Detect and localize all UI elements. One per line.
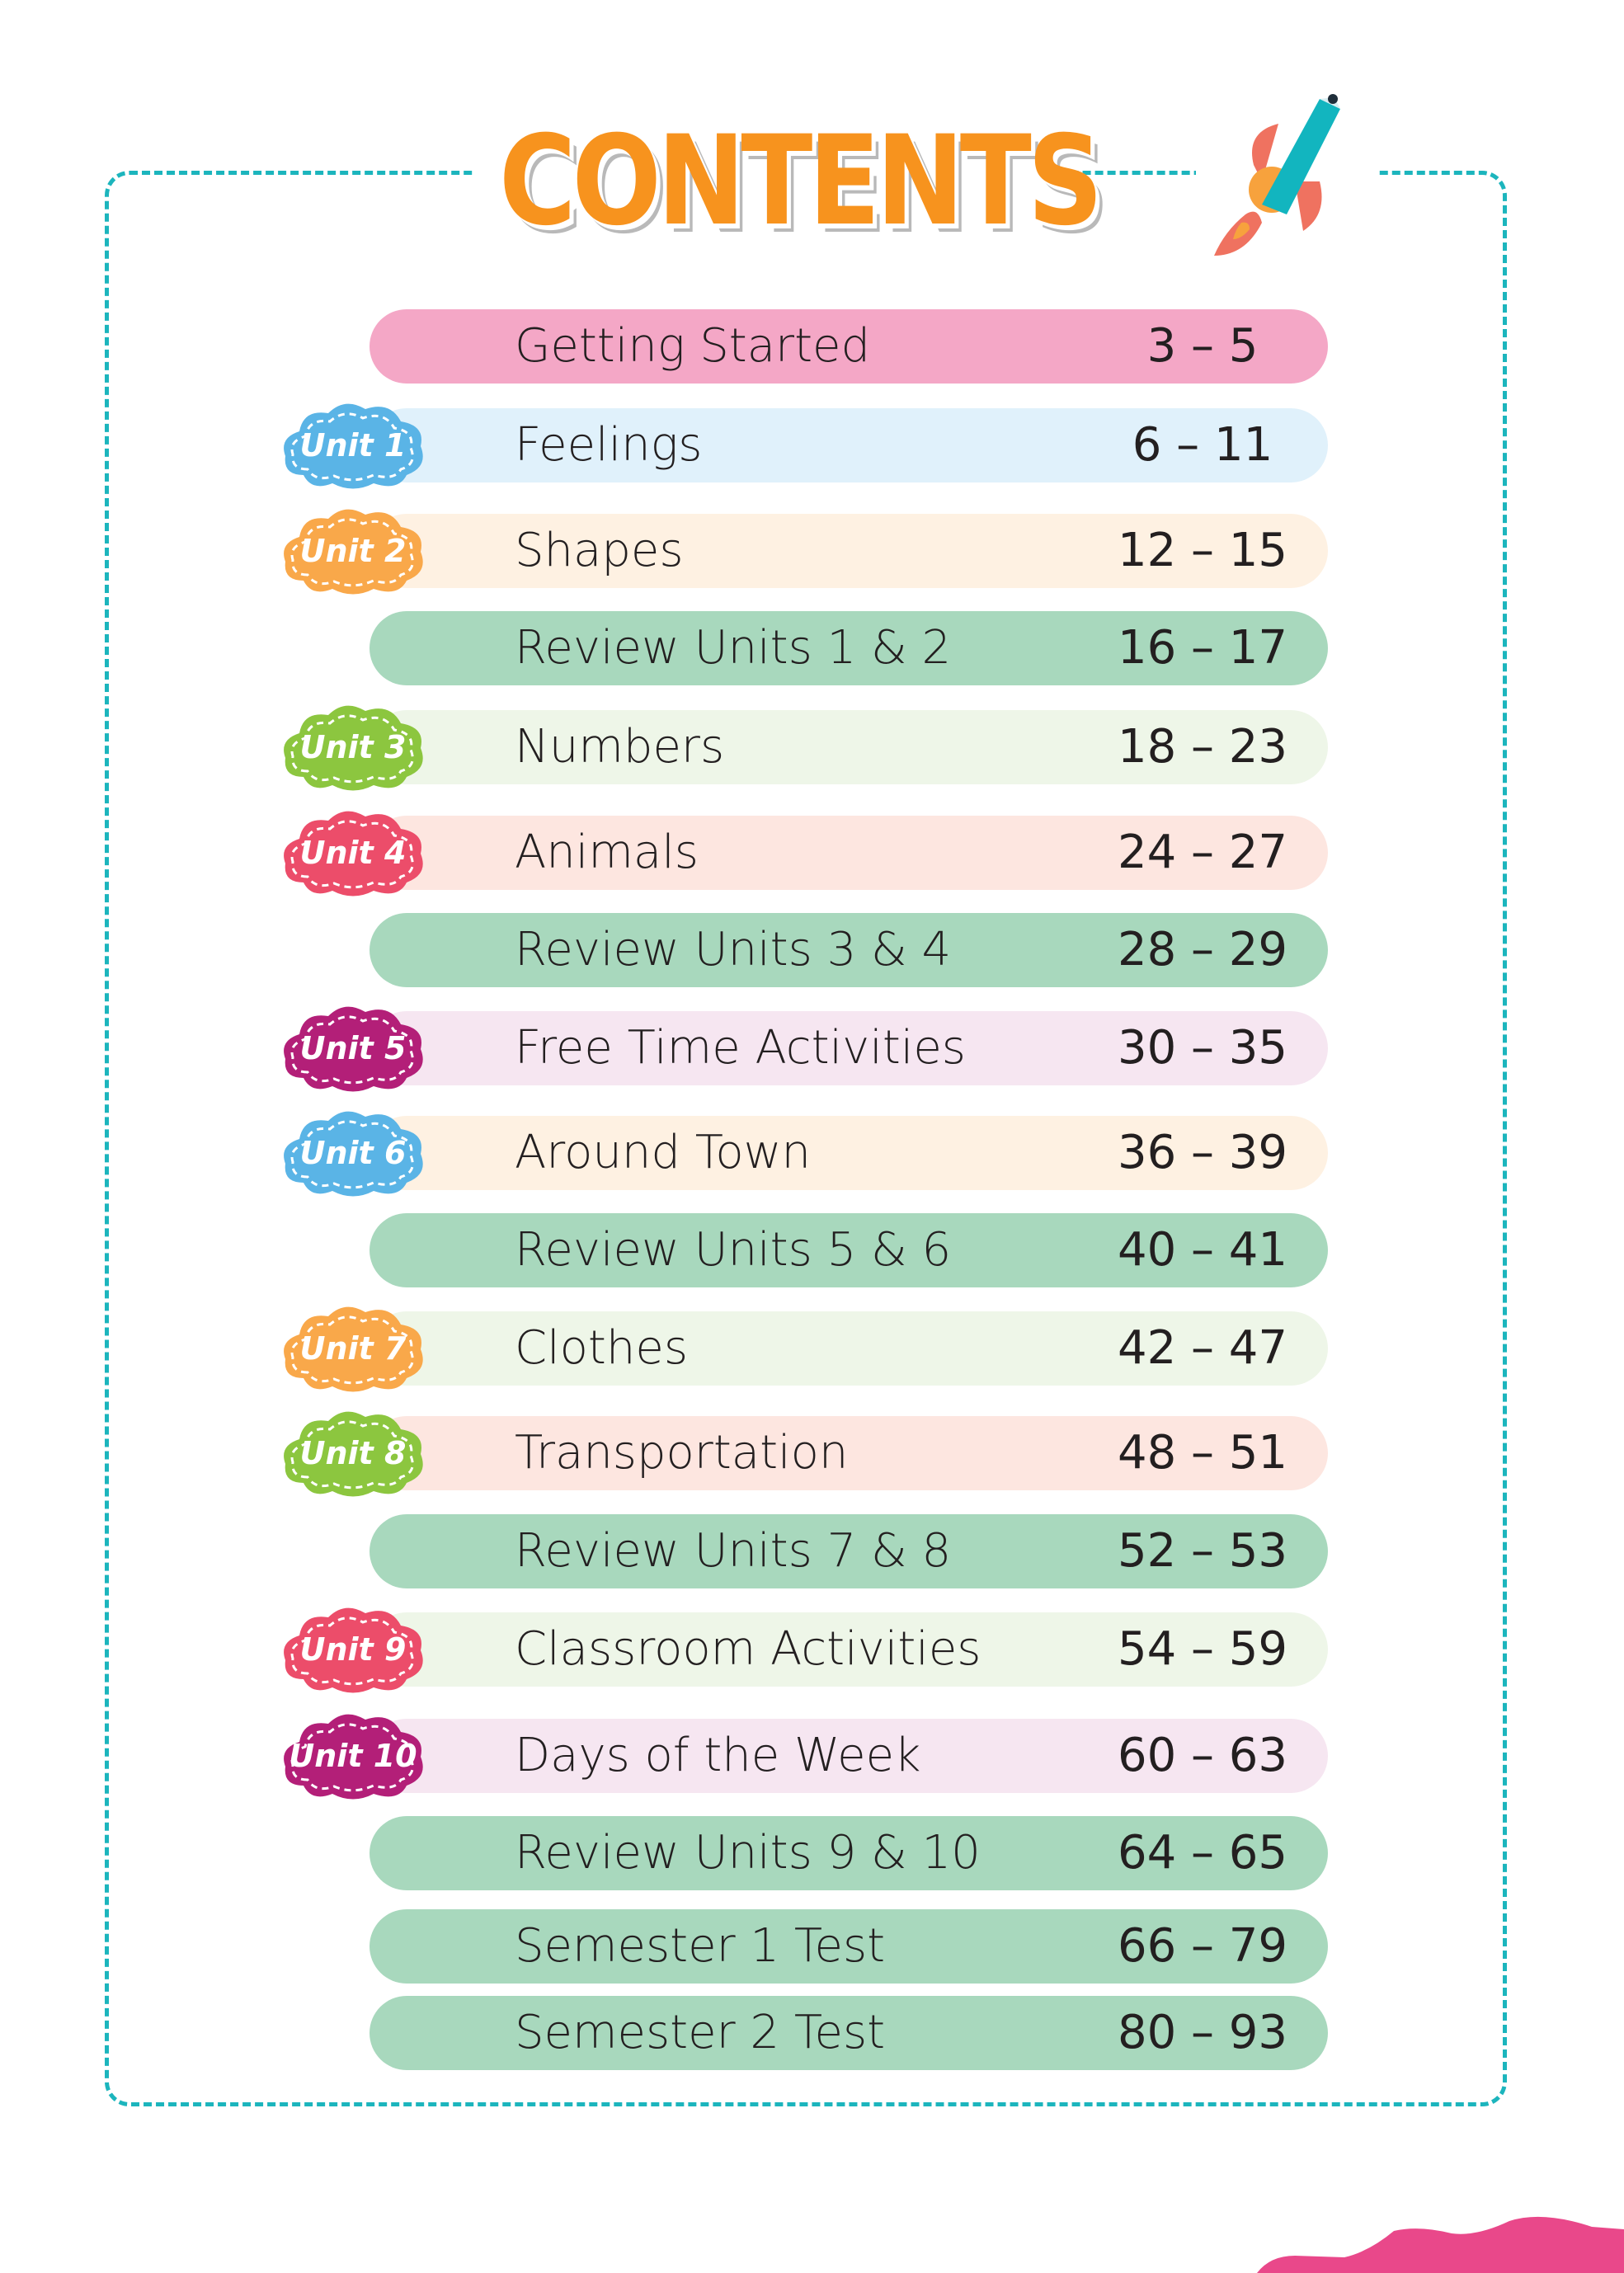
unit-badge: Unit 5 bbox=[279, 1000, 427, 1097]
cloud-icon bbox=[284, 509, 423, 595]
unit-label: Unit 3 bbox=[299, 729, 407, 765]
row-title: Clothes bbox=[515, 1321, 688, 1375]
unit-label: Unit 2 bbox=[299, 533, 407, 569]
contents-row[interactable]: Unit 3 Numbers 18 – 23 bbox=[284, 705, 1328, 791]
row-pages: 60 – 63 bbox=[1117, 1729, 1288, 1782]
contents-row[interactable]: Review Units 3 & 4 28 – 29 bbox=[370, 913, 1328, 987]
contents-row[interactable]: Unit 1 Feelings 6 – 11 bbox=[284, 403, 1328, 489]
row-pages: 30 – 35 bbox=[1117, 1021, 1288, 1075]
row-title: Transportation bbox=[515, 1426, 849, 1480]
unit-badge: Unit 7 bbox=[279, 1300, 427, 1397]
contents-row[interactable]: Unit 10 Days of the Week 60 – 63 bbox=[284, 1714, 1328, 1800]
row-pages: 12 – 15 bbox=[1117, 524, 1288, 577]
unit-badge: Unit 2 bbox=[279, 502, 427, 600]
cloud-icon bbox=[284, 403, 423, 489]
row-title: Review Units 3 & 4 bbox=[515, 923, 952, 976]
row-pages: 80 – 93 bbox=[1117, 2006, 1288, 2059]
contents-row[interactable]: Getting Started 3 – 5 bbox=[370, 309, 1328, 384]
unit-badge: Unit 4 bbox=[279, 804, 427, 901]
cloud-icon bbox=[284, 1607, 423, 1693]
contents-row[interactable]: Review Units 9 & 10 64 – 65 bbox=[370, 1816, 1328, 1890]
row-title: Review Units 1 & 2 bbox=[515, 621, 952, 675]
contents-row[interactable]: Semester 1 Test 66 – 79 bbox=[370, 1909, 1328, 1984]
row-pages: 3 – 5 bbox=[1146, 319, 1259, 373]
row-title: Shapes bbox=[515, 524, 684, 577]
cloud-icon bbox=[284, 1306, 423, 1392]
unit-label: Unit 7 bbox=[299, 1330, 407, 1367]
row-title: Review Units 9 & 10 bbox=[515, 1826, 981, 1880]
row-title: Getting Started bbox=[515, 319, 871, 373]
cloud-icon bbox=[284, 811, 423, 896]
contents-row[interactable]: Review Units 1 & 2 16 – 17 bbox=[370, 611, 1328, 685]
contents-row[interactable]: Unit 9 Classroom Activities 54 – 59 bbox=[284, 1607, 1328, 1693]
contents-row[interactable]: Unit 7 Clothes 42 – 47 bbox=[284, 1306, 1328, 1392]
row-pages: 40 – 41 bbox=[1117, 1223, 1288, 1277]
row-pages: 64 – 65 bbox=[1117, 1826, 1288, 1880]
contents-row[interactable]: Unit 2 Shapes 12 – 15 bbox=[284, 509, 1328, 595]
cloud-icon bbox=[284, 1714, 423, 1800]
contents-row[interactable]: Unit 5 Free Time Activities 30 – 35 bbox=[284, 1006, 1328, 1092]
unit-badge: Unit 1 bbox=[279, 397, 427, 494]
row-title: Animals bbox=[515, 826, 699, 879]
unit-badge: Unit 6 bbox=[279, 1104, 427, 1202]
unit-badge: Unit 10 bbox=[279, 1707, 427, 1805]
row-title: Semester 1 Test bbox=[515, 1919, 886, 1973]
unit-label: Unit 10 bbox=[289, 1738, 417, 1774]
contents-row[interactable]: Review Units 7 & 8 52 – 53 bbox=[370, 1514, 1328, 1588]
row-pages: 6 – 11 bbox=[1132, 418, 1273, 472]
contents-row[interactable]: Unit 6 Around Town 36 – 39 bbox=[284, 1111, 1328, 1197]
row-pages: 52 – 53 bbox=[1117, 1524, 1288, 1578]
row-title: Around Town bbox=[515, 1126, 811, 1179]
unit-label: Unit 8 bbox=[299, 1435, 407, 1471]
row-title: Review Units 5 & 6 bbox=[515, 1223, 952, 1277]
contents-row[interactable]: Review Units 5 & 6 40 – 41 bbox=[370, 1213, 1328, 1287]
contents-row[interactable]: Semester 2 Test 80 – 93 bbox=[370, 1996, 1328, 2070]
unit-label: Unit 5 bbox=[299, 1030, 407, 1066]
unit-label: Unit 4 bbox=[299, 835, 407, 871]
cloud-icon bbox=[284, 705, 423, 791]
row-pages: 48 – 51 bbox=[1117, 1426, 1288, 1480]
row-title: Classroom Activities bbox=[515, 1622, 981, 1676]
unit-label: Unit 6 bbox=[299, 1135, 407, 1171]
unit-label: Unit 1 bbox=[299, 427, 407, 464]
row-pages: 18 – 23 bbox=[1117, 720, 1288, 774]
contents-row[interactable]: Unit 8 Transportation 48 – 51 bbox=[284, 1411, 1328, 1497]
unit-label: Unit 9 bbox=[299, 1631, 407, 1668]
row-pages: 28 – 29 bbox=[1117, 923, 1288, 976]
row-pages: 24 – 27 bbox=[1117, 826, 1288, 879]
row-pages: 36 – 39 bbox=[1117, 1126, 1288, 1179]
unit-badge: Unit 9 bbox=[279, 1601, 427, 1698]
unit-badge: Unit 3 bbox=[279, 699, 427, 796]
row-pages: 42 – 47 bbox=[1117, 1321, 1288, 1375]
row-title: Review Units 7 & 8 bbox=[515, 1524, 952, 1578]
cloud-icon bbox=[284, 1006, 423, 1092]
row-title: Semester 2 Test bbox=[515, 2006, 886, 2059]
rocket-pencil-icon bbox=[1196, 91, 1377, 264]
page-title: CONTENTS bbox=[499, 110, 1104, 253]
unit-badge: Unit 8 bbox=[279, 1405, 427, 1502]
row-pages: 16 – 17 bbox=[1117, 621, 1288, 675]
cloud-icon bbox=[284, 1411, 423, 1497]
title-area: CONTENTS bbox=[474, 107, 1104, 256]
contents-row[interactable]: Unit 4 Animals 24 – 27 bbox=[284, 811, 1328, 896]
row-pages: 54 – 59 bbox=[1117, 1622, 1288, 1676]
row-title: Numbers bbox=[515, 720, 725, 774]
row-title: Feelings bbox=[515, 418, 703, 472]
cloud-icon bbox=[284, 1111, 423, 1197]
row-pages: 66 – 79 bbox=[1117, 1919, 1288, 1973]
row-title: Free Time Activities bbox=[515, 1021, 966, 1075]
row-title: Days of the Week bbox=[515, 1729, 921, 1782]
